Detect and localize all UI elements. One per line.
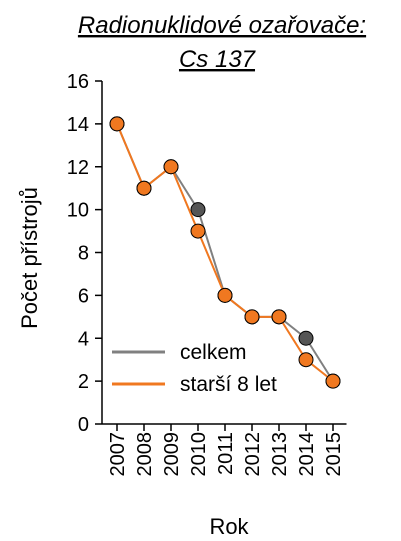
data-point [245, 310, 259, 324]
data-point [191, 203, 205, 217]
y-tick-label: 8 [78, 243, 89, 265]
y-axis-label: Počet přístrojů [17, 187, 42, 329]
data-point [326, 374, 340, 388]
chart-title-line-1: Radionuklidové ozařovače: [78, 12, 366, 39]
data-point [218, 288, 232, 302]
data-point [299, 353, 313, 367]
x-tick-label: 2010 [188, 432, 210, 477]
x-tick-label: 2009 [161, 432, 183, 477]
x-tick-label: 2007 [107, 432, 129, 477]
y-tick-label: 16 [67, 71, 89, 93]
x-tick-label: 2008 [134, 432, 156, 477]
chart-title-line-2: Cs 137 [179, 46, 257, 73]
data-point [110, 117, 124, 131]
legend: celkem starší 8 let [112, 341, 277, 396]
y-tick-label: 6 [78, 285, 89, 307]
x-tick-label: 2011 [215, 432, 237, 475]
data-point [164, 160, 178, 174]
y-tick-label: 12 [67, 157, 89, 179]
data-point [272, 310, 286, 324]
x-tick-label: 2013 [269, 432, 291, 477]
y-tick-label: 14 [67, 114, 89, 136]
y-tick-label: 2 [78, 371, 89, 393]
legend-label: starší 8 let [180, 373, 277, 396]
y-tick-label: 10 [67, 200, 89, 222]
x-axis-label: Rok [209, 514, 249, 539]
data-point [299, 331, 313, 345]
y-tick-label: 4 [78, 328, 89, 350]
legend-label: celkem [180, 341, 247, 364]
x-tick-label: 2012 [242, 432, 264, 477]
x-tick-label: 2015 [323, 432, 345, 477]
data-point [137, 181, 151, 195]
data-point [191, 224, 205, 238]
y-tick-label: 0 [78, 414, 89, 436]
x-tick-label: 2014 [296, 432, 318, 477]
